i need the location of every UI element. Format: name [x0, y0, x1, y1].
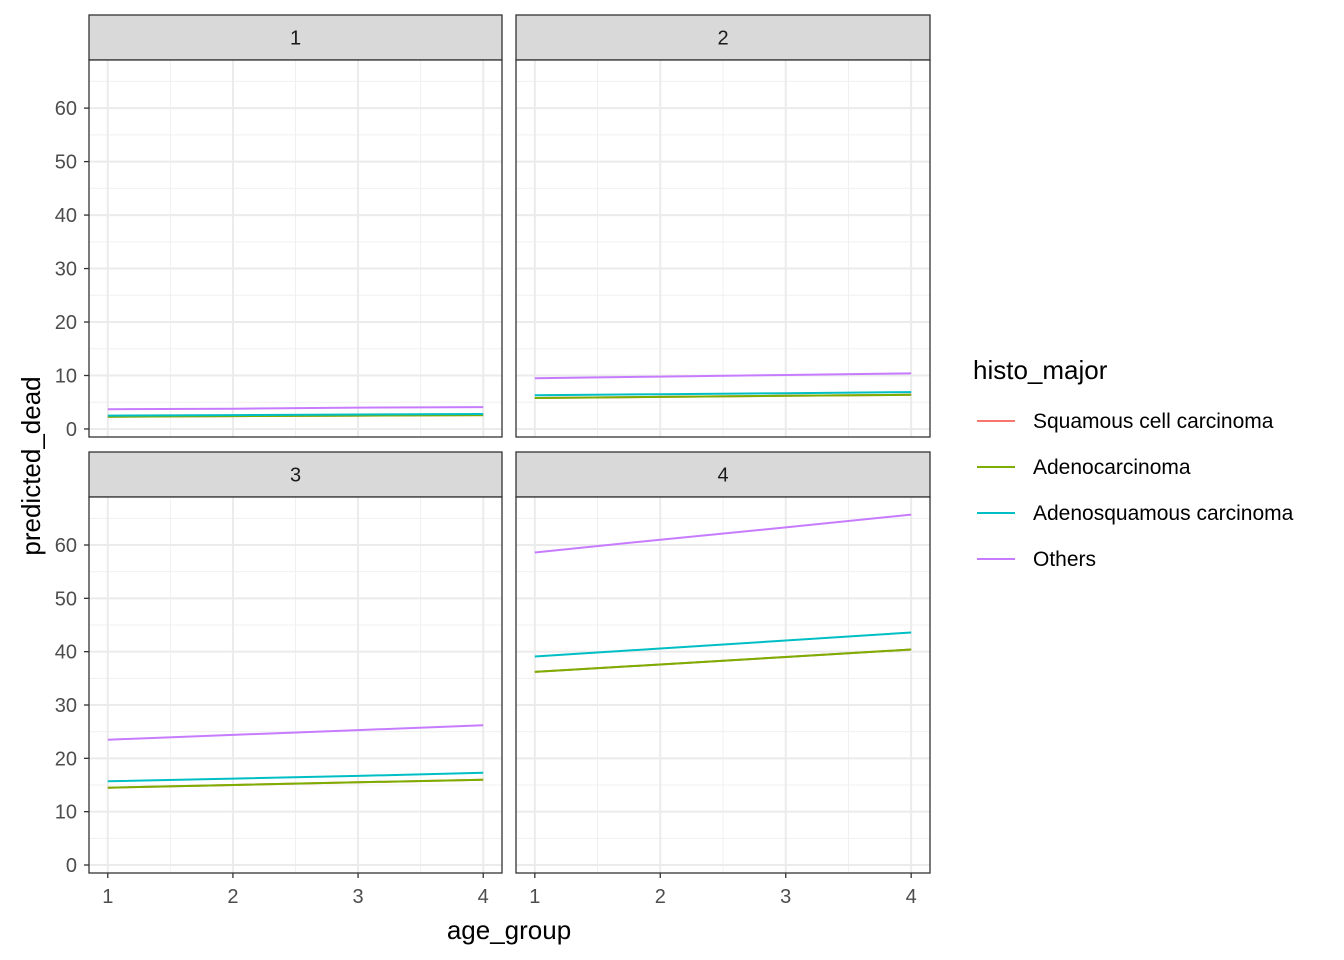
- y-tick-label: 50: [55, 152, 77, 174]
- facet-strip: [88, 451, 503, 498]
- facet-strip-label: 3: [290, 465, 301, 487]
- x-tick-label: 3: [780, 886, 791, 908]
- y-tick-label: 10: [55, 366, 77, 388]
- x-tick-label: 4: [906, 886, 917, 908]
- facet-panel-4: 4 1 2 3 4: [515, 451, 931, 908]
- panel-border: [515, 59, 931, 438]
- y-tick-label: 0: [66, 855, 77, 877]
- legend-label: Adenosquamous carcinoma: [1033, 502, 1294, 525]
- series-line: [534, 391, 912, 397]
- facet-strip-label: 1: [290, 28, 301, 50]
- legend: histo_major Squamous cell carcinoma Adeno…: [973, 355, 1294, 571]
- x-tick-label: 4: [478, 886, 489, 908]
- series-line: [107, 406, 484, 411]
- x-tick-label: 1: [529, 886, 540, 908]
- series-line: [534, 513, 912, 554]
- y-tick-label: 40: [55, 205, 77, 227]
- y-tick-label: 60: [55, 98, 77, 120]
- legend-label: Adenocarcinoma: [1033, 456, 1191, 479]
- series-line: [107, 413, 484, 417]
- series-line: [534, 372, 912, 380]
- y-tick-label: 30: [55, 259, 77, 281]
- y-tick-label: 60: [55, 535, 77, 557]
- series-line: [107, 778, 484, 789]
- facet-strip-label: 2: [717, 28, 728, 50]
- y-tick-label: 10: [55, 802, 77, 824]
- y-tick-label: 0: [66, 419, 77, 441]
- series-line: [534, 393, 912, 399]
- facet-panel-2: 2: [515, 14, 931, 438]
- y-axis-title: predicted_dead: [16, 376, 46, 555]
- y-tick-label: 20: [55, 312, 77, 334]
- series-line: [107, 414, 484, 418]
- y-tick-label: 20: [55, 748, 77, 770]
- series-line: [107, 771, 484, 783]
- series-line: [534, 648, 912, 673]
- panel-border: [88, 496, 503, 874]
- x-tick-label: 3: [353, 886, 364, 908]
- x-axis-title: age_group: [447, 915, 571, 945]
- y-tick-label: 40: [55, 642, 77, 664]
- x-tick-label: 1: [102, 886, 113, 908]
- x-tick-label: 2: [655, 886, 666, 908]
- legend-label: Squamous cell carcinoma: [1033, 410, 1274, 433]
- panel-border: [515, 496, 931, 874]
- facet-strip-label: 4: [717, 465, 728, 487]
- series-line: [534, 631, 912, 658]
- legend-label: Others: [1033, 548, 1096, 571]
- legend-items: Squamous cell carcinoma Adenocarcinoma Ade…: [977, 410, 1294, 571]
- facet-strip: [88, 14, 503, 61]
- panel-border: [88, 59, 503, 438]
- y-tick-label: 50: [55, 588, 77, 610]
- x-tick-label: 2: [227, 886, 238, 908]
- series-line: [107, 724, 484, 741]
- y-tick-label: 30: [55, 695, 77, 717]
- legend-title: histo_major: [973, 355, 1108, 385]
